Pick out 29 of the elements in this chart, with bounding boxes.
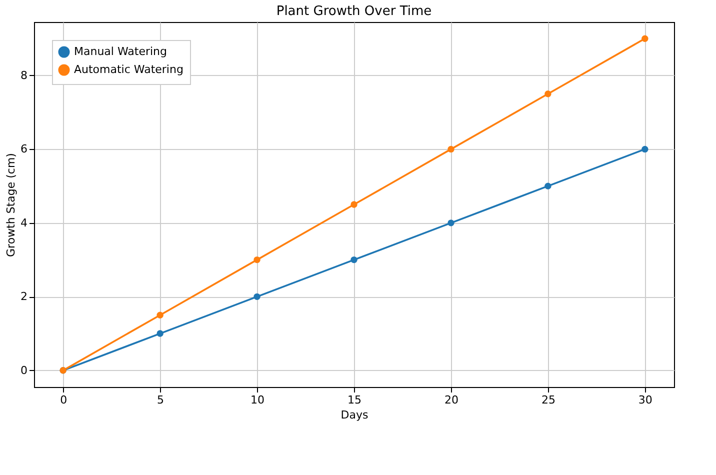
x-tick-label: 5: [157, 394, 164, 406]
point: [156, 330, 164, 337]
chart-title: Plant Growth Over Time: [276, 4, 432, 19]
y-tick-label: 4: [20, 216, 28, 230]
point: [448, 146, 454, 153]
point: [350, 201, 358, 208]
point: [254, 293, 260, 300]
x-tick-label: 20: [444, 394, 458, 406]
point: [448, 220, 454, 226]
x-tick-label: 25: [541, 394, 556, 406]
y-tick-label: 0: [20, 364, 28, 377]
point: [254, 256, 260, 264]
legend-label: Automatic Watering: [74, 63, 184, 76]
y-tick-label: 8: [20, 68, 28, 82]
legend-label: Manual Watering: [74, 45, 167, 58]
x-tick-label: 0: [60, 394, 68, 406]
x-tick-label: 10: [250, 394, 265, 406]
point: [642, 35, 648, 42]
x-axis-title: Days: [340, 408, 368, 422]
point: [544, 182, 552, 190]
x-tick-label: 30: [638, 394, 652, 406]
point: [156, 312, 164, 318]
y-tick-label: 6: [20, 142, 28, 156]
point: [350, 256, 358, 264]
y-tick-label: 2: [20, 290, 28, 304]
point: [544, 90, 552, 98]
y-axis-title: Growth Stage (cm): [4, 153, 18, 257]
x-tick-label: 15: [348, 394, 362, 406]
point: [642, 146, 648, 153]
